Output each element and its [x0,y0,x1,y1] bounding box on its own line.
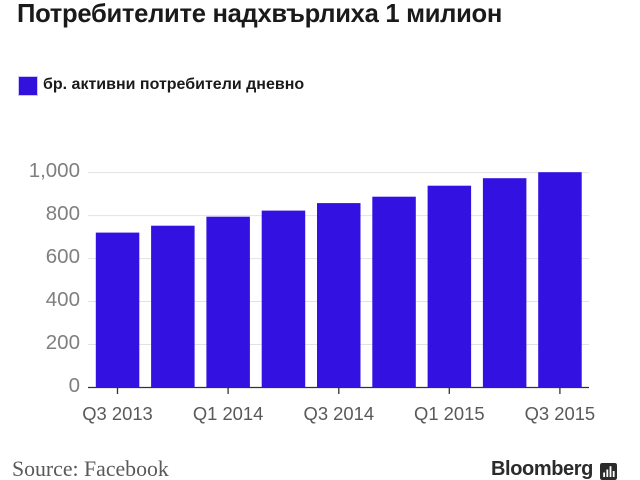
svg-text:1,000: 1,000 [29,159,80,182]
svg-text:Q1 2014: Q1 2014 [193,403,264,424]
svg-text:0: 0 [69,374,80,397]
svg-text:Q3 2013: Q3 2013 [82,403,153,424]
svg-text:200: 200 [46,331,80,354]
svg-text:Q1 2015: Q1 2015 [414,403,485,424]
svg-text:Q3 2014: Q3 2014 [304,403,375,424]
svg-text:600: 600 [46,245,80,268]
svg-text:Q3 2015: Q3 2015 [525,403,596,424]
svg-text:400: 400 [46,288,80,311]
svg-text:800: 800 [46,202,80,225]
